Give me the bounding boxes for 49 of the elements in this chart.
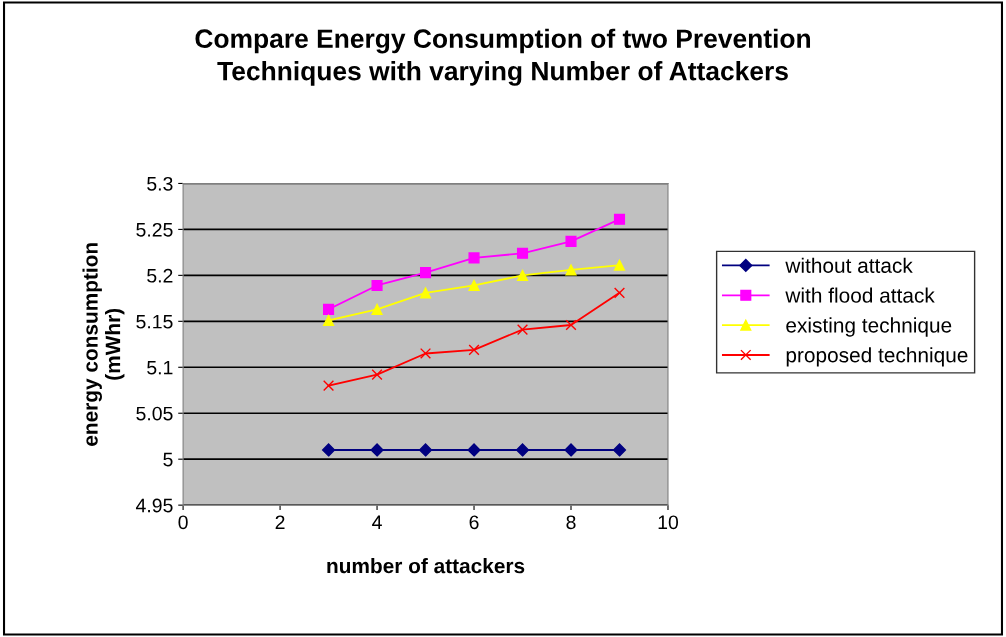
point — [613, 287, 626, 299]
point — [515, 443, 530, 457]
point — [564, 443, 578, 457]
point — [516, 247, 529, 259]
y-tick-label: 5.15 — [136, 314, 173, 329]
y-tick-label: 5.1 — [147, 360, 173, 375]
point — [323, 303, 335, 315]
legend-label: without attack — [785, 257, 913, 273]
point — [565, 235, 577, 247]
point — [468, 279, 480, 292]
point — [321, 443, 336, 457]
y-axis-title: energy consumption (mWhr) — [82, 243, 125, 446]
point — [612, 443, 627, 457]
x-tick-label: 10 — [658, 515, 679, 530]
point — [565, 319, 577, 331]
y-tick-label: 5.3 — [147, 176, 173, 191]
point — [468, 344, 480, 356]
point — [419, 267, 432, 279]
y-tick-label: 5 — [163, 452, 173, 467]
x-axis-title: number of attackers — [327, 557, 525, 574]
point — [516, 324, 529, 336]
y-tick-label: 5.25 — [136, 222, 173, 237]
point — [323, 314, 335, 326]
legend-label: existing technique — [786, 317, 952, 337]
point — [468, 252, 480, 264]
y-tick-label: 5.2 — [147, 268, 173, 283]
legend-label: proposed technique — [786, 347, 968, 367]
y-tick-label: 5.05 — [136, 406, 173, 421]
point — [418, 443, 433, 457]
legend-label: with flood attack — [785, 287, 935, 303]
x-tick-label: 4 — [372, 515, 382, 529]
point — [419, 287, 432, 299]
y-tick-label: 4.95 — [135, 498, 173, 513]
x-tick-label: 2 — [275, 515, 285, 529]
point — [419, 347, 432, 360]
point — [371, 279, 383, 292]
x-tick-label: 0 — [178, 515, 188, 530]
point — [371, 369, 383, 381]
chart-title: Compare Energy Consumption of two Prevention Techniques with varying Number of Attackers — [195, 28, 811, 86]
x-tick-label: 8 — [566, 515, 576, 530]
point — [565, 264, 577, 276]
point — [371, 303, 383, 315]
point — [370, 443, 384, 457]
point — [613, 213, 626, 225]
point — [467, 443, 481, 457]
point — [516, 269, 529, 281]
point — [323, 380, 335, 392]
x-tick-label: 6 — [469, 515, 479, 530]
point — [613, 259, 626, 271]
